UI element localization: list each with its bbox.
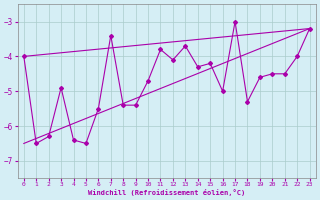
- X-axis label: Windchill (Refroidissement éolien,°C): Windchill (Refroidissement éolien,°C): [88, 189, 245, 196]
